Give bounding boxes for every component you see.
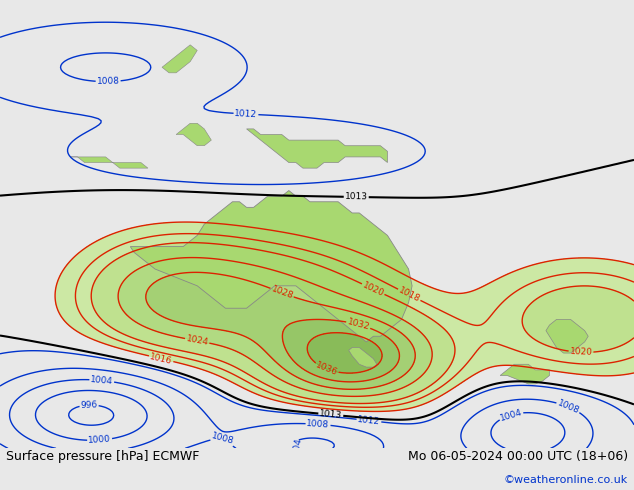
Polygon shape <box>70 157 148 168</box>
Text: 1012: 1012 <box>357 415 381 426</box>
Polygon shape <box>546 319 588 353</box>
Polygon shape <box>500 364 550 384</box>
Text: 1008: 1008 <box>210 432 235 446</box>
Text: 1004: 1004 <box>499 407 523 422</box>
Polygon shape <box>247 129 387 168</box>
Text: ©weatheronline.co.uk: ©weatheronline.co.uk <box>503 475 628 485</box>
Polygon shape <box>162 45 197 73</box>
Text: 1016: 1016 <box>149 352 173 366</box>
Text: 1013: 1013 <box>345 192 368 202</box>
Text: 1028: 1028 <box>270 285 294 301</box>
Text: 1004: 1004 <box>290 436 303 461</box>
Text: Mo 06-05-2024 00:00 UTC (18+06): Mo 06-05-2024 00:00 UTC (18+06) <box>408 450 628 463</box>
Polygon shape <box>176 123 211 146</box>
Text: 1000: 1000 <box>88 435 112 445</box>
Text: 1018: 1018 <box>397 286 422 304</box>
Text: 1004: 1004 <box>90 375 113 386</box>
Text: 1008: 1008 <box>306 419 330 430</box>
Text: 1036: 1036 <box>314 361 339 377</box>
Text: Surface pressure [hPa] ECMWF: Surface pressure [hPa] ECMWF <box>6 450 200 463</box>
Polygon shape <box>349 347 377 367</box>
Polygon shape <box>131 191 412 342</box>
Text: 1013: 1013 <box>319 409 342 420</box>
Text: 1012: 1012 <box>235 109 257 119</box>
Text: 1032: 1032 <box>346 318 370 332</box>
Text: 1008: 1008 <box>96 77 120 86</box>
Text: 996: 996 <box>81 400 98 410</box>
Text: 1020: 1020 <box>569 347 593 357</box>
Text: 1020: 1020 <box>361 280 385 298</box>
Text: 1024: 1024 <box>185 334 209 347</box>
Text: 1008: 1008 <box>556 398 581 416</box>
